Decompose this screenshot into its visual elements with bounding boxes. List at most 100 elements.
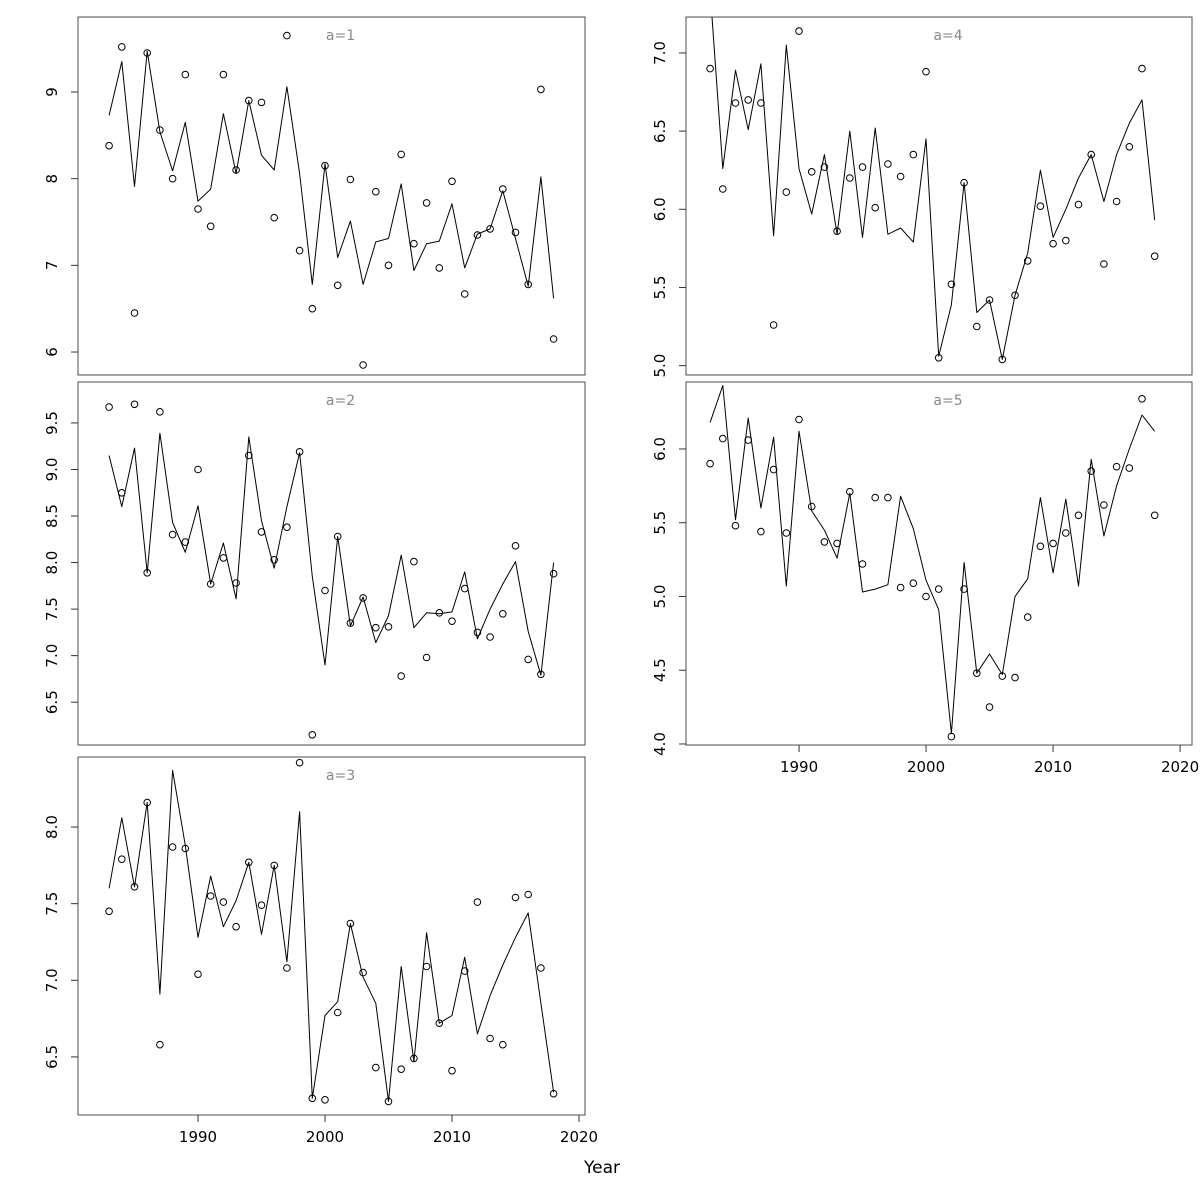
data-point bbox=[460, 967, 469, 975]
data-point bbox=[769, 321, 778, 329]
data-point bbox=[1062, 236, 1070, 245]
data-point bbox=[130, 883, 139, 891]
fit-line bbox=[108, 50, 555, 299]
data-point bbox=[884, 160, 892, 168]
data-point bbox=[706, 459, 714, 468]
data-point bbox=[524, 890, 533, 899]
data-point bbox=[473, 231, 482, 239]
data-point bbox=[359, 594, 367, 602]
data-point bbox=[486, 1034, 494, 1043]
data-point bbox=[130, 400, 139, 409]
data-point bbox=[206, 892, 215, 900]
data-point bbox=[257, 901, 266, 910]
data-point bbox=[846, 174, 854, 182]
data-point bbox=[1011, 673, 1019, 682]
data-point bbox=[1036, 202, 1045, 210]
data-point bbox=[143, 798, 151, 807]
data-point bbox=[486, 225, 494, 233]
data-point bbox=[524, 280, 533, 289]
data-point bbox=[308, 731, 317, 739]
data-point bbox=[270, 556, 279, 564]
observed-points bbox=[706, 27, 1159, 364]
observed-points bbox=[105, 758, 558, 1106]
panel-frame bbox=[77, 381, 586, 746]
data-point bbox=[858, 560, 867, 568]
data-point bbox=[435, 609, 444, 617]
data-point bbox=[947, 280, 956, 289]
y-tick-label: 9.0 bbox=[43, 458, 61, 482]
y-tick-label: 8.0 bbox=[43, 551, 61, 575]
data-point bbox=[871, 493, 880, 502]
data-point bbox=[1100, 501, 1108, 509]
data-point bbox=[807, 502, 816, 511]
data-point bbox=[372, 623, 380, 632]
data-point bbox=[744, 96, 753, 104]
data-point bbox=[118, 43, 126, 51]
data-point bbox=[460, 584, 469, 593]
data-point bbox=[321, 586, 329, 595]
data-point bbox=[795, 27, 803, 35]
panel-a4: 5.0 5.5 6.0 6.5 7.0 bbox=[651, 16, 1193, 378]
data-point bbox=[549, 569, 558, 578]
fit-line bbox=[108, 769, 555, 1102]
data-point bbox=[973, 322, 981, 331]
y-tick-label: 6 bbox=[43, 347, 61, 357]
data-point bbox=[820, 163, 829, 171]
y-tick-label: 6.5 bbox=[651, 119, 669, 143]
data-point bbox=[156, 1040, 164, 1049]
data-point bbox=[181, 844, 190, 853]
data-point bbox=[499, 1040, 507, 1049]
y-tick-label: 5.5 bbox=[651, 511, 669, 535]
data-point bbox=[270, 861, 279, 870]
data-point bbox=[295, 758, 304, 767]
y-tick-label: 9.5 bbox=[43, 411, 61, 435]
data-point bbox=[346, 175, 355, 184]
data-point bbox=[1011, 291, 1019, 300]
data-point bbox=[372, 1063, 380, 1072]
data-point bbox=[757, 99, 765, 107]
panel-label-a3: a=3 bbox=[325, 768, 356, 784]
x-tick-label: 2010 bbox=[1034, 758, 1072, 776]
data-point bbox=[283, 523, 291, 532]
data-point bbox=[820, 538, 829, 546]
data-point bbox=[1049, 539, 1057, 548]
data-point bbox=[156, 126, 164, 134]
data-point bbox=[257, 98, 266, 107]
y-tick-label: 7.5 bbox=[43, 597, 61, 621]
data-point bbox=[922, 67, 930, 76]
data-point bbox=[168, 843, 177, 851]
data-point bbox=[460, 290, 469, 298]
data-point bbox=[118, 489, 126, 497]
data-point bbox=[384, 623, 393, 631]
data-point bbox=[384, 1097, 393, 1106]
panel-label-a4: a=4 bbox=[933, 28, 963, 44]
data-point bbox=[168, 174, 177, 183]
data-point bbox=[410, 1054, 418, 1063]
x-axis-title: Year bbox=[584, 1158, 620, 1178]
data-point bbox=[308, 304, 317, 313]
data-point bbox=[1112, 462, 1121, 471]
y-tick-label: 7.5 bbox=[43, 892, 61, 916]
panel-label-a5: a=5 bbox=[933, 393, 963, 409]
data-point bbox=[769, 465, 778, 474]
data-point bbox=[105, 907, 113, 916]
data-point bbox=[295, 246, 304, 255]
data-point bbox=[232, 166, 240, 174]
data-point bbox=[1150, 511, 1159, 520]
y-tick-label: 7.0 bbox=[651, 41, 669, 65]
data-point bbox=[1074, 200, 1083, 209]
data-point bbox=[448, 177, 456, 186]
data-point bbox=[706, 64, 714, 73]
data-point bbox=[321, 161, 329, 170]
data-point bbox=[537, 964, 545, 972]
data-point bbox=[422, 199, 431, 207]
data-point bbox=[960, 585, 968, 593]
data-point bbox=[896, 172, 905, 181]
data-point bbox=[333, 281, 342, 290]
panel-label-a1: a=1 bbox=[325, 28, 356, 44]
y-tick-label: 8 bbox=[43, 174, 61, 184]
data-point bbox=[537, 670, 545, 679]
data-point bbox=[1074, 511, 1083, 520]
data-point bbox=[524, 655, 533, 664]
